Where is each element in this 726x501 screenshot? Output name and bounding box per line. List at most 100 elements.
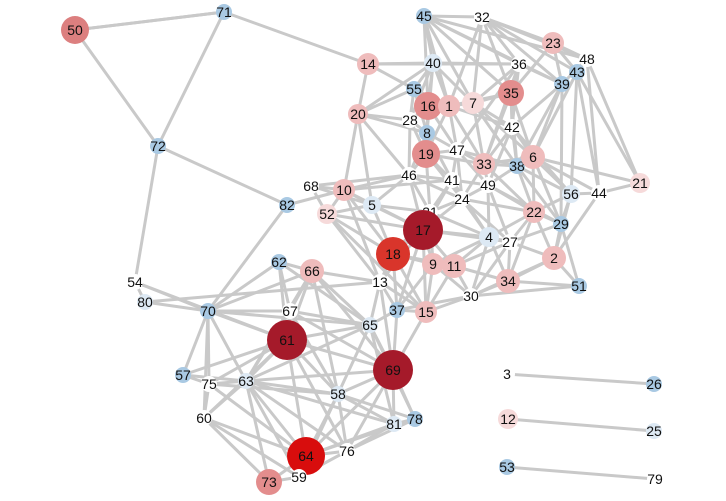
node-circle-21 (630, 173, 650, 193)
node-label-54: 54 (127, 274, 143, 290)
node-circle-4 (479, 227, 499, 247)
node-circle-28 (402, 112, 418, 128)
edge-31-4 (428, 210, 491, 239)
node-79: 79 (647, 471, 663, 487)
node-label-12: 12 (500, 411, 516, 427)
node-label-51: 51 (571, 278, 587, 294)
node-circle-23 (542, 32, 564, 54)
node-label-53: 53 (499, 459, 515, 475)
node-label-4: 4 (485, 229, 493, 245)
node-label-80: 80 (137, 294, 153, 310)
node-circle-12 (498, 409, 518, 429)
node-label-70: 70 (200, 303, 216, 319)
node-label-35: 35 (503, 85, 519, 101)
edge-60-59 (202, 416, 301, 479)
node-label-63: 63 (238, 373, 254, 389)
node-circle-35 (498, 80, 524, 106)
node-13: 13 (372, 274, 388, 290)
node-14: 14 (357, 53, 379, 75)
node-25: 25 (646, 423, 662, 439)
node-82: 82 (279, 197, 295, 213)
node-37: 37 (389, 302, 405, 318)
node-10: 10 (333, 179, 355, 201)
edge-45-36 (422, 14, 521, 66)
node-45: 45 (416, 8, 432, 24)
node-circle-8 (419, 125, 435, 141)
node-circle-73 (256, 469, 282, 495)
node-label-75: 75 (201, 376, 217, 392)
node-48: 48 (579, 51, 595, 67)
edge-12-25 (506, 417, 656, 433)
edge-32-36 (480, 15, 521, 66)
node-circle-22 (523, 201, 545, 223)
node-33: 33 (473, 153, 495, 175)
node-circle-20 (348, 104, 368, 124)
node-circle-52 (317, 204, 337, 224)
edge-6-29 (531, 155, 563, 226)
edge-45-7 (422, 14, 475, 105)
node-circle-75 (201, 376, 217, 392)
edge-80-70 (143, 300, 210, 313)
node-circle-14 (357, 53, 379, 75)
node-label-7: 7 (469, 95, 477, 111)
node-7: 7 (462, 92, 484, 114)
node-label-61: 61 (279, 332, 295, 348)
node-circle-29 (553, 216, 569, 232)
node-circle-45 (416, 8, 432, 24)
node-label-66: 66 (304, 263, 320, 279)
node-5: 5 (363, 196, 381, 214)
edge-82-70 (206, 203, 289, 313)
node-27: 27 (502, 234, 518, 250)
node-circle-3 (499, 366, 515, 382)
edge-20-10 (342, 112, 360, 192)
node-59: 59 (291, 469, 307, 485)
edge-60-73 (202, 416, 271, 484)
node-label-29: 29 (553, 216, 569, 232)
node-label-60: 60 (196, 410, 212, 426)
node-label-69: 69 (385, 362, 401, 378)
node-circle-47 (449, 142, 465, 158)
node-circle-19 (412, 140, 440, 168)
node-circle-54 (127, 274, 143, 290)
edge-43-56 (569, 70, 579, 196)
edge-20-5 (356, 112, 374, 207)
edge-32-39 (480, 15, 564, 86)
node-circle-66 (300, 259, 324, 283)
edge-72-54 (133, 144, 160, 284)
node-80: 80 (137, 294, 153, 310)
node-label-10: 10 (336, 182, 352, 198)
edge-67-65 (288, 309, 372, 327)
edge-46-24 (407, 173, 464, 201)
node-label-47: 47 (449, 142, 465, 158)
node-circle-59 (291, 469, 307, 485)
node-label-43: 43 (569, 64, 585, 80)
edge-24-22 (460, 197, 536, 214)
node-circle-78 (407, 411, 423, 427)
node-circle-46 (401, 167, 417, 183)
node-circle-15 (415, 301, 437, 323)
edge-63-60 (202, 379, 248, 420)
node-36: 36 (511, 56, 527, 72)
node-42: 42 (504, 119, 520, 135)
node-label-19: 19 (418, 146, 434, 162)
node-label-79: 79 (647, 471, 663, 487)
node-39: 39 (554, 76, 570, 92)
node-label-64: 64 (298, 448, 314, 464)
node-label-56: 56 (563, 186, 579, 202)
node-44: 44 (591, 185, 607, 201)
node-66: 66 (300, 259, 324, 283)
node-label-58: 58 (330, 386, 346, 402)
node-label-13: 13 (372, 274, 388, 290)
edge-39-29 (559, 82, 564, 226)
node-label-22: 22 (526, 204, 542, 220)
node-label-36: 36 (511, 56, 527, 72)
node-circle-60 (196, 410, 212, 426)
edge-29-51 (559, 222, 581, 288)
node-label-24: 24 (454, 191, 470, 207)
node-label-73: 73 (261, 474, 277, 490)
node-circle-32 (474, 9, 490, 25)
edge-32-1 (447, 15, 484, 108)
node-label-5: 5 (368, 197, 376, 213)
edge-27-30 (469, 240, 512, 298)
node-circle-6 (521, 145, 545, 169)
